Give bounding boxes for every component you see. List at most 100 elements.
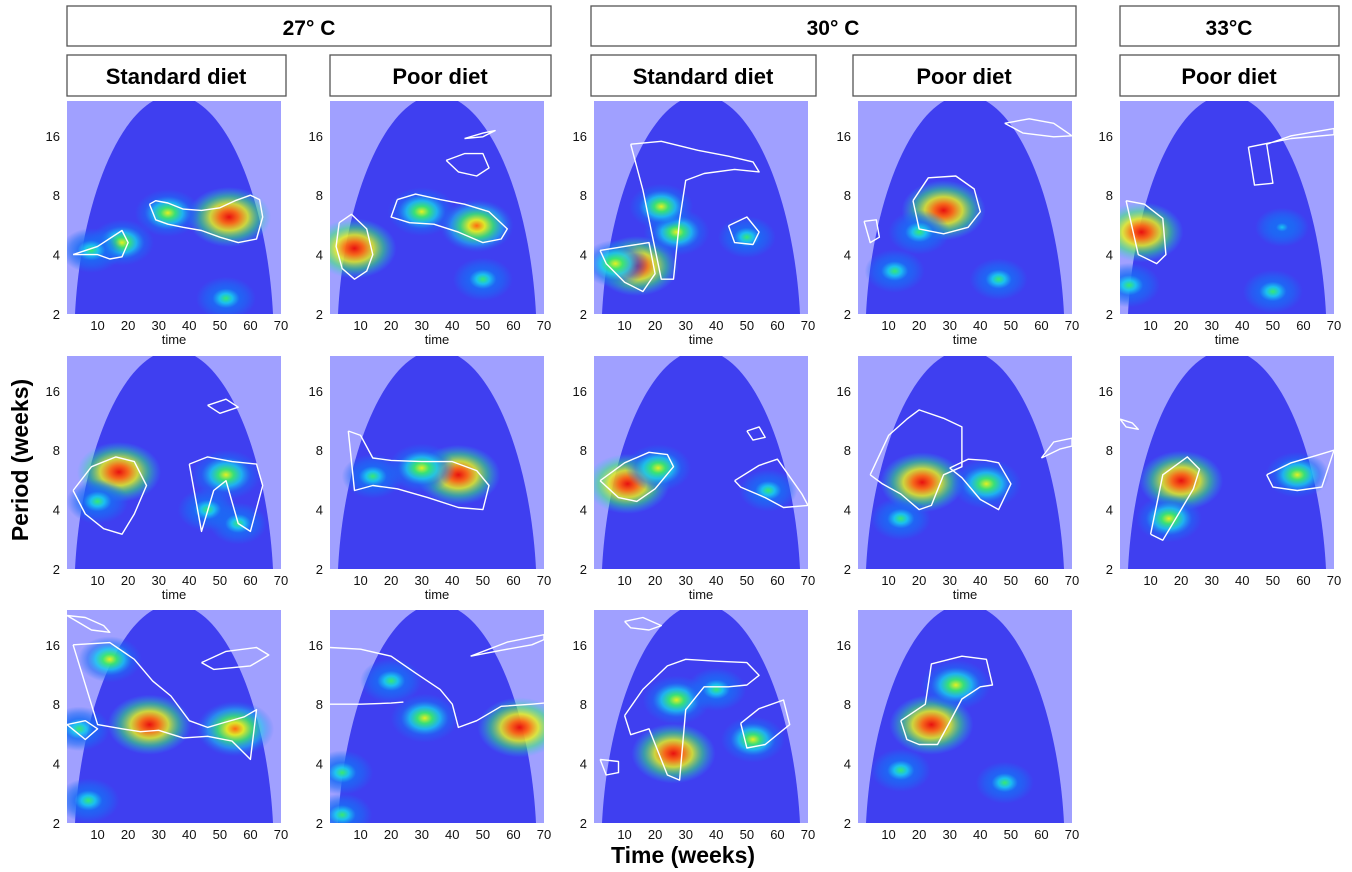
x-tick-label: 60: [1034, 573, 1048, 588]
wavelet-panel: 2 4 8 16 10 20 30 40 50 60 70: [309, 610, 551, 842]
y-tick-label: 8: [316, 697, 323, 712]
power-hotspot: [67, 778, 120, 823]
significance-contour: [599, 758, 620, 776]
power-hotspot: [739, 469, 798, 512]
x-tick-label: 10: [1143, 318, 1157, 333]
significance-contour: [1247, 127, 1334, 186]
significance-contour: [470, 634, 544, 657]
significance-contour: [869, 409, 963, 511]
significance-contour: [740, 699, 791, 749]
y-axis-label: Period (weeks): [7, 379, 33, 541]
significance-contour: [188, 456, 264, 533]
significance-contour: [464, 129, 496, 140]
y-tick-label: 8: [1106, 443, 1113, 458]
y-tick-label: 8: [844, 188, 851, 203]
significance-contour: [1149, 456, 1201, 541]
significance-contour: [72, 456, 148, 535]
x-tick-label: 40: [973, 573, 987, 588]
x-tick-label: 50: [1004, 827, 1018, 842]
significance-contour: [390, 193, 508, 244]
x-tick-label: 60: [506, 827, 520, 842]
x-tick-label: 40: [445, 827, 459, 842]
y-tick-label: 16: [573, 384, 587, 399]
significance-contour: [1040, 437, 1072, 459]
x-tick-label: 20: [912, 827, 926, 842]
x-tick-label: 50: [740, 318, 754, 333]
y-tick-label: 8: [580, 188, 587, 203]
y-tick-label: 4: [1106, 248, 1113, 263]
significance-contour: [72, 229, 129, 260]
y-tick-label: 8: [580, 697, 587, 712]
x-tick-label: 20: [648, 318, 662, 333]
x-tick-label: 70: [1065, 827, 1079, 842]
temperature-header-30: 30° C: [590, 5, 1077, 47]
x-tick-label: 50: [1004, 318, 1018, 333]
y-tick-label: 16: [309, 638, 323, 653]
temperature-header-33-label: 33°C: [1206, 17, 1253, 40]
y-tick-label: 8: [844, 697, 851, 712]
x-tick-label: 70: [1065, 318, 1079, 333]
power-hotspot: [67, 706, 111, 752]
significance-contour: [148, 194, 264, 244]
significance-contour: [1120, 418, 1140, 430]
x-tick-label: 70: [274, 318, 288, 333]
x-tick-label: 10: [617, 318, 631, 333]
y-tick-label: 2: [580, 816, 587, 831]
x-tick-label: 10: [881, 318, 895, 333]
x-tick-label: 30: [151, 573, 165, 588]
diet-header-label: Poor diet: [392, 64, 488, 89]
y-tick-label: 2: [53, 816, 60, 831]
x-tick-label: 70: [537, 573, 551, 588]
x-tick-label: 70: [274, 827, 288, 842]
y-tick-label: 4: [316, 503, 323, 518]
significance-contour: [72, 641, 258, 761]
y-tick-label: 8: [53, 188, 60, 203]
x-tick-label: 30: [678, 827, 692, 842]
x-tick-label: 30: [414, 573, 428, 588]
panel-x-label: time: [1215, 332, 1240, 347]
power-hotspot: [387, 187, 456, 237]
power-hotspot: [720, 716, 785, 763]
y-tick-label: 2: [53, 307, 60, 322]
significance-contour: [949, 458, 1012, 511]
y-tick-label: 4: [53, 248, 60, 263]
power-hotspot: [1135, 494, 1202, 543]
x-tick-label: 20: [912, 318, 926, 333]
wavelet-panel: 2 4 8 16 10 20 30 40 50 60 70 time: [46, 356, 288, 602]
x-tick-label: 50: [1004, 573, 1018, 588]
diet-header-label: Standard diet: [633, 64, 774, 89]
significance-contour: [630, 140, 760, 280]
x-tick-label: 40: [1235, 573, 1249, 588]
x-tick-label: 20: [121, 827, 135, 842]
panel-x-label: time: [953, 587, 978, 602]
wavelet-panel: 2 4 8 16 10 20 30 40 50 60 70: [1099, 356, 1341, 588]
y-tick-label: 16: [46, 638, 60, 653]
wavelet-panel: 2 4 8 16 10 20 30 40 50 60 70 time: [46, 101, 288, 347]
x-tick-label: 40: [973, 827, 987, 842]
y-tick-label: 4: [316, 248, 323, 263]
wavelet-panel: 2 4 8 16 10 20 30 40 50 60 70: [46, 610, 288, 842]
significance-contour: [335, 213, 374, 280]
power-hotspot: [888, 209, 951, 255]
x-tick-label: 10: [90, 827, 104, 842]
x-tick-label: 50: [476, 827, 490, 842]
y-tick-label: 2: [844, 307, 851, 322]
y-tick-label: 2: [580, 307, 587, 322]
power-hotspot: [1255, 207, 1310, 247]
x-tick-label: 50: [740, 573, 754, 588]
diet-header-27-standard: Standard diet: [66, 54, 287, 97]
x-tick-label: 60: [1034, 827, 1048, 842]
y-tick-label: 16: [1099, 384, 1113, 399]
significance-contour: [599, 451, 675, 503]
y-tick-label: 4: [580, 248, 587, 263]
significance-contour: [623, 658, 760, 781]
power-hotspot: [969, 258, 1028, 301]
x-tick-label: 10: [353, 827, 367, 842]
x-tick-label: 10: [617, 827, 631, 842]
significance-contour: [207, 398, 239, 414]
y-tick-label: 4: [53, 757, 60, 772]
x-tick-label: 60: [1296, 318, 1310, 333]
x-tick-label: 10: [90, 318, 104, 333]
y-tick-label: 4: [580, 757, 587, 772]
